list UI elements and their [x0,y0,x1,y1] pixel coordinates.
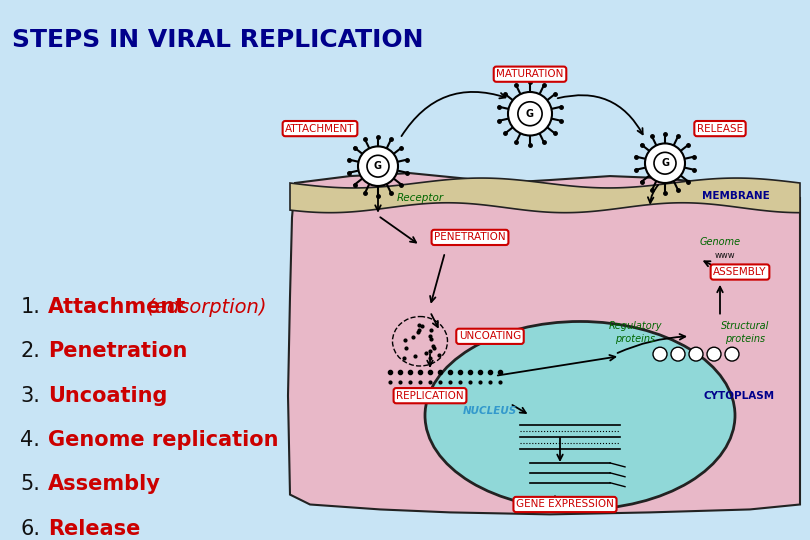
Text: ASSEMBLY: ASSEMBLY [714,267,767,277]
Text: www: www [714,251,735,260]
Text: 5.: 5. [20,475,40,495]
Text: STEPS IN VIRAL REPLICATION: STEPS IN VIRAL REPLICATION [12,28,424,52]
Polygon shape [288,173,800,515]
Text: 1.: 1. [20,297,40,317]
Text: ATTACHMENT: ATTACHMENT [285,124,355,133]
Circle shape [725,347,739,361]
Text: proteins: proteins [615,334,655,345]
Circle shape [654,152,676,174]
Circle shape [518,102,542,126]
Circle shape [653,347,667,361]
Text: Attachment: Attachment [49,297,186,317]
Text: G: G [661,158,669,168]
Text: 2.: 2. [20,341,40,361]
Text: Receptor: Receptor [396,193,444,203]
Text: Genome: Genome [700,238,740,247]
Text: PENETRATION: PENETRATION [434,232,505,242]
Text: 3.: 3. [20,386,40,406]
Text: G: G [526,109,534,119]
Polygon shape [290,178,800,213]
Text: Regulatory: Regulatory [608,321,662,332]
Text: CYTOPLASM: CYTOPLASM [704,390,775,401]
Circle shape [508,92,552,136]
Text: REPLICATION: REPLICATION [396,390,464,401]
Circle shape [367,156,389,177]
Text: MATURATION: MATURATION [497,69,564,79]
Text: 6.: 6. [20,519,40,539]
Circle shape [707,347,721,361]
Ellipse shape [425,321,735,509]
Text: Release: Release [49,519,141,539]
Text: MEMBRANE: MEMBRANE [702,191,770,201]
Text: Genome replication: Genome replication [49,430,279,450]
Text: UNCOATING: UNCOATING [459,332,521,341]
Text: Uncoating: Uncoating [49,386,168,406]
Text: 4.: 4. [20,430,40,450]
Text: NUCLEUS: NUCLEUS [463,406,517,415]
Circle shape [645,144,685,183]
Text: proteins: proteins [725,334,765,345]
Text: G: G [374,161,382,171]
Text: (adsorption): (adsorption) [141,298,266,316]
Text: Structural: Structural [721,321,769,332]
Text: RELEASE: RELEASE [697,124,743,133]
Circle shape [689,347,703,361]
Text: Penetration: Penetration [49,341,188,361]
Circle shape [358,146,398,186]
Text: Assembly: Assembly [49,475,161,495]
Text: GENE EXPRESSION: GENE EXPRESSION [516,500,614,509]
Circle shape [671,347,685,361]
